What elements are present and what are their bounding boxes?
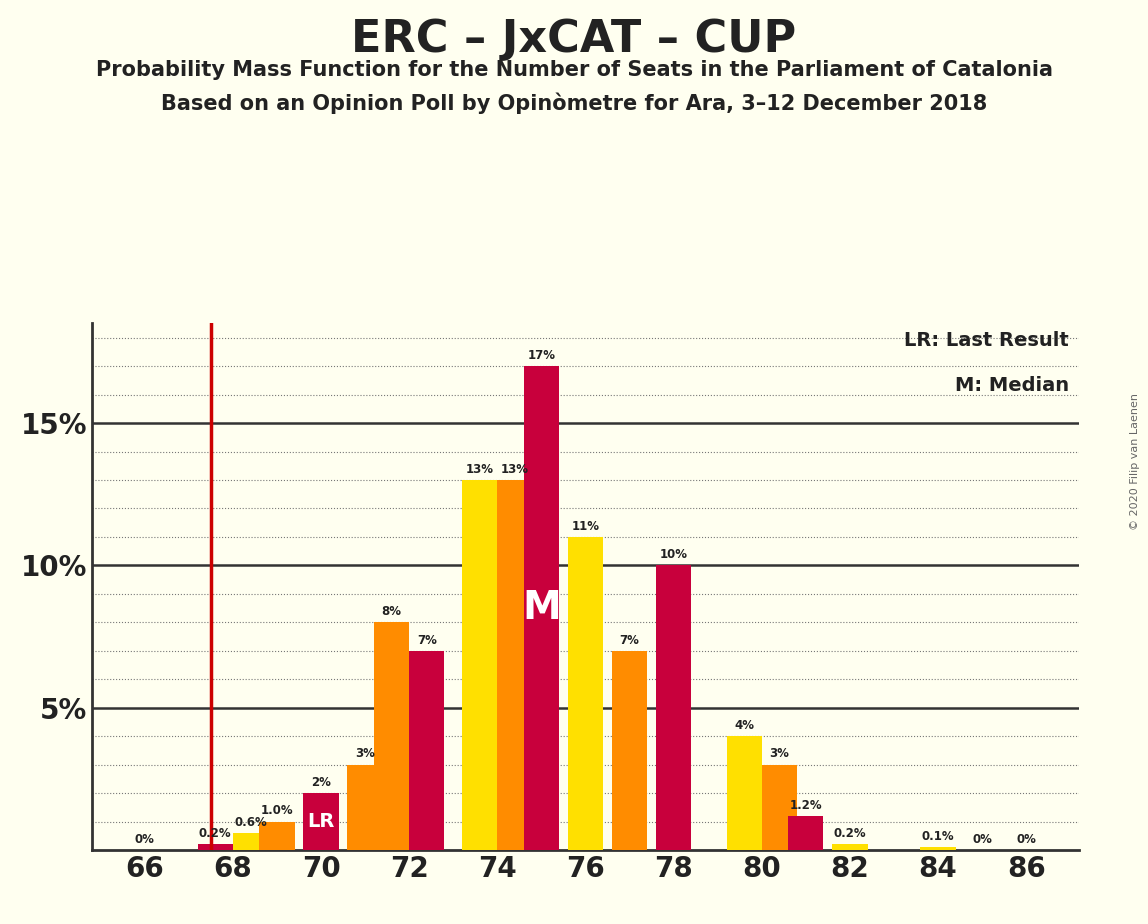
Text: 8%: 8% <box>381 605 402 618</box>
Bar <box>789 816 823 850</box>
Text: 11%: 11% <box>572 519 599 532</box>
Bar <box>523 366 559 850</box>
Text: 0.1%: 0.1% <box>922 830 954 843</box>
Bar <box>461 480 497 850</box>
Bar <box>348 765 382 850</box>
Text: 0%: 0% <box>1016 833 1037 845</box>
Bar <box>197 845 233 850</box>
Bar <box>303 793 339 850</box>
Text: M: Median: M: Median <box>955 376 1069 395</box>
Text: 4%: 4% <box>735 719 754 732</box>
Bar <box>612 650 647 850</box>
Text: M: M <box>522 590 560 627</box>
Text: 0.2%: 0.2% <box>199 827 232 840</box>
Text: 17%: 17% <box>527 349 556 362</box>
Text: 10%: 10% <box>660 548 688 561</box>
Text: 13%: 13% <box>501 463 529 476</box>
Text: 13%: 13% <box>466 463 494 476</box>
Text: 0.6%: 0.6% <box>234 816 266 829</box>
Text: 3%: 3% <box>355 748 375 760</box>
Bar <box>656 565 691 850</box>
Bar <box>832 845 868 850</box>
Text: LR: Last Result: LR: Last Result <box>905 332 1069 350</box>
Text: LR: LR <box>308 812 335 831</box>
Text: 0.2%: 0.2% <box>833 827 867 840</box>
Text: © 2020 Filip van Laenen: © 2020 Filip van Laenen <box>1130 394 1140 530</box>
Bar <box>568 537 603 850</box>
Bar <box>921 847 955 850</box>
Bar <box>727 736 762 850</box>
Text: 7%: 7% <box>620 634 639 647</box>
Bar <box>233 833 269 850</box>
Bar <box>259 821 295 850</box>
Text: 1.2%: 1.2% <box>790 798 822 811</box>
Text: ERC – JxCAT – CUP: ERC – JxCAT – CUP <box>351 18 797 62</box>
Text: Based on an Opinion Poll by Opinòmetre for Ara, 3–12 December 2018: Based on an Opinion Poll by Opinòmetre f… <box>161 92 987 114</box>
Text: 3%: 3% <box>769 748 790 760</box>
Text: Probability Mass Function for the Number of Seats in the Parliament of Catalonia: Probability Mass Function for the Number… <box>95 60 1053 80</box>
Text: 7%: 7% <box>417 634 436 647</box>
Text: 0%: 0% <box>972 833 992 845</box>
Text: 2%: 2% <box>311 776 331 789</box>
Bar <box>762 765 797 850</box>
Bar <box>374 623 409 850</box>
Text: 1.0%: 1.0% <box>261 804 293 818</box>
Text: 0%: 0% <box>134 833 155 845</box>
Bar <box>409 650 444 850</box>
Bar <box>497 480 533 850</box>
